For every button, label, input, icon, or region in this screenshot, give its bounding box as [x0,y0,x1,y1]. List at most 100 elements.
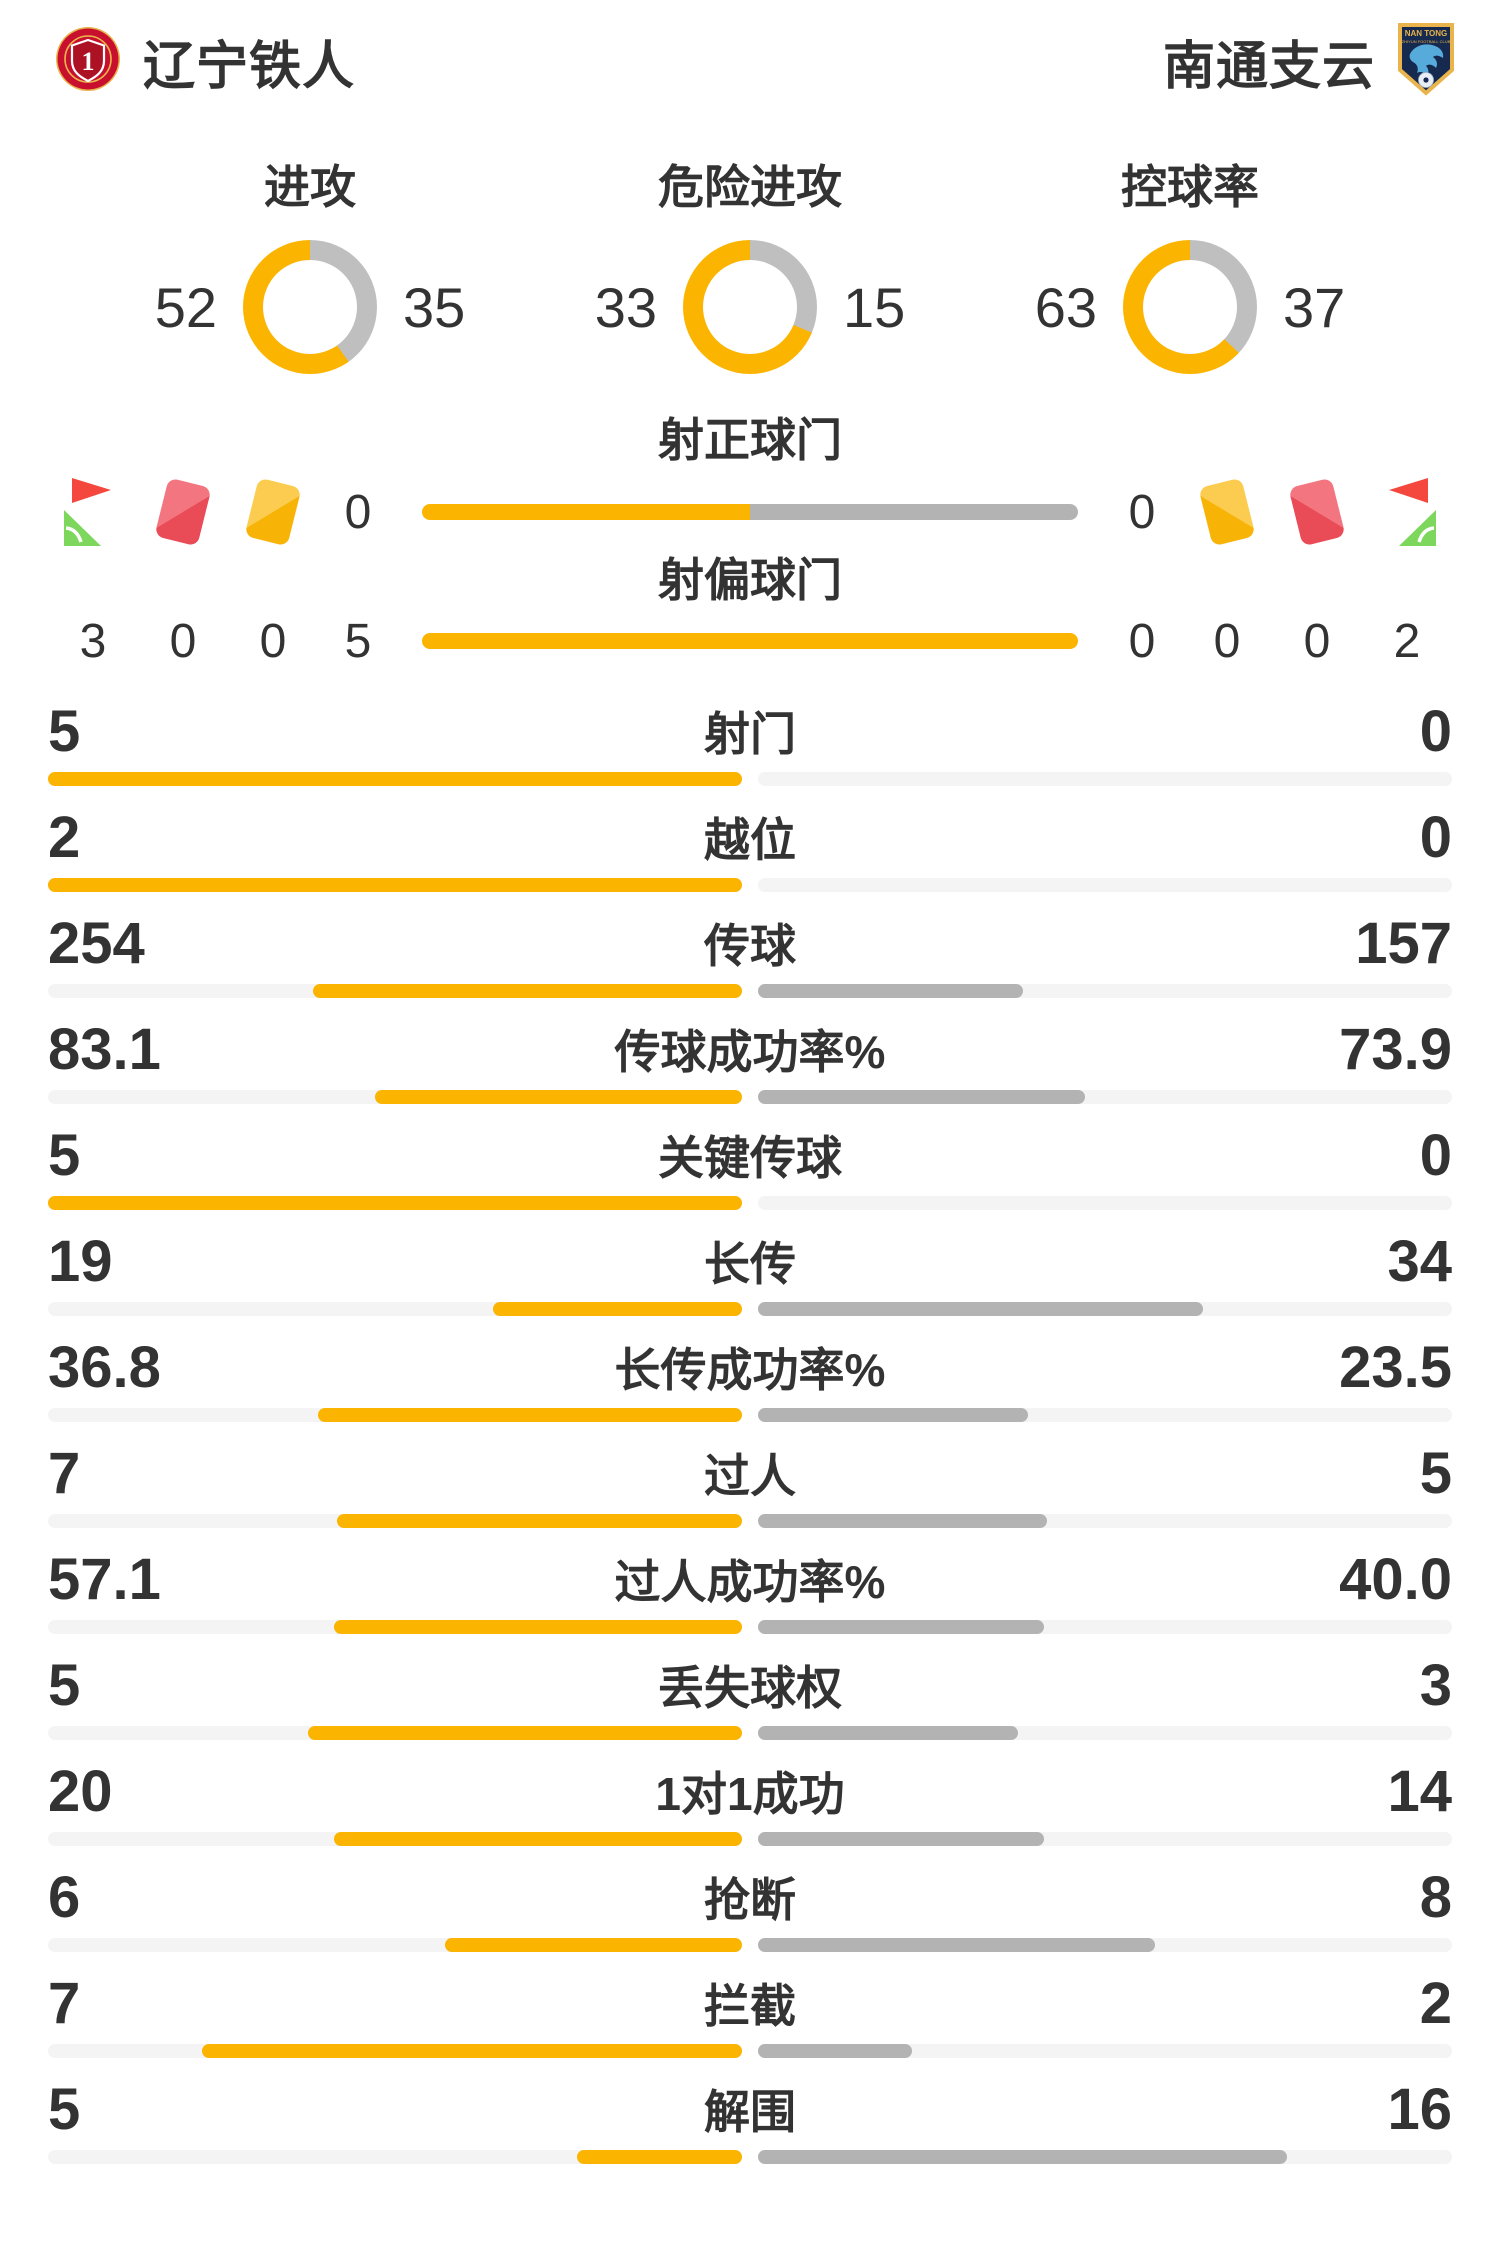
shots-on-target-home-value: 0 [344,485,372,539]
away-yellow-cards-count: 0 [1213,614,1241,668]
stat-bar-home-track [48,2150,742,2164]
stat-away-value: 0 [1419,1122,1452,1188]
stat-bar-home-track [48,1938,742,1952]
stat-bar-home-fill [333,1832,742,1846]
stat-home-value: 36.8 [48,1334,161,1400]
stat-away-value: 3 [1419,1652,1452,1718]
svg-text:1: 1 [82,47,95,76]
stat-home-value: 7 [48,1970,81,2036]
stat-bar-away-fill [758,984,1024,998]
donut-home-value: 52 [154,275,217,339]
stat-home-value: 57.1 [48,1546,161,1612]
stat-bar-home-track [48,772,742,786]
away-team: 南通支云 NAN TONG ZHIYUN FOOTBALL CLUB [1163,22,1455,101]
stat-bar-home-fill [308,1726,742,1740]
stat-label: 越位 [704,814,796,866]
shots-on-target-title: 射正球门 [658,414,842,466]
stat-bar-home-track [48,1620,742,1634]
stat-home-value: 254 [48,910,145,976]
stat-home-value: 5 [48,1122,81,1188]
stat-bar-home-track [48,878,742,892]
stat-home-value: 20 [48,1758,113,1824]
donut-group: 进攻 52 35 [90,160,530,374]
donut-group: 控球率 63 37 [970,160,1410,374]
shots-off-target-home-value: 5 [344,614,372,668]
stat-bar-away-track [758,772,1452,786]
cards-icons-row: 0 0 [48,472,1452,552]
shots-off-target-title: 射偏球门 [658,554,842,606]
stat-row: 5 关键传球 0 [0,1122,1500,1210]
stat-bar-away-fill [758,1408,1029,1422]
stat-bar-away-track [758,1408,1452,1422]
stat-row: 83.1 传球成功率% 73.9 [0,1016,1500,1104]
stat-row: 5 解围 16 [0,2076,1500,2164]
shots-section: 射正球门 0 0 [0,412,1500,670]
donut-hole [703,260,797,354]
stat-bar-home-track [48,1832,742,1846]
donut-group: 危险进攻 33 15 [530,160,970,374]
stat-bar-home-fill [202,2044,742,2058]
stat-label: 过人 [704,1450,796,1502]
shots-on-target-away-value: 0 [1128,485,1156,539]
home-yellow-cards-count: 0 [259,614,287,668]
donut-section: 进攻 52 35 危险进攻 33 15 控球率 63 37 [90,160,1410,374]
stat-bar-home-track [48,1302,742,1316]
stat-row: 6 抢断 8 [0,1864,1500,1952]
donut-chart [683,240,817,374]
stat-label: 关键传球 [658,1132,842,1184]
stat-bar-home-fill [576,2150,742,2164]
away-corners-count: 2 [1393,614,1421,668]
stat-home-value: 7 [48,1440,81,1506]
stat-bar-home-fill [48,772,742,786]
donut-title: 进攻 [264,161,356,213]
stat-away-value: 157 [1355,910,1452,976]
stat-bar [48,2044,1452,2058]
shots-off-target-bar [422,633,1078,649]
donut-chart [1123,240,1257,374]
stat-away-value: 5 [1419,1440,1452,1506]
stat-home-value: 2 [48,804,81,870]
stat-row: 2 越位 0 [0,804,1500,892]
stat-away-value: 8 [1419,1864,1452,1930]
home-corners-count: 3 [79,614,107,668]
home-team-name: 辽宁铁人 [143,37,356,96]
stat-bar-away-track [758,2044,1452,2058]
stat-home-value: 5 [48,2076,81,2142]
stat-bar-home-fill [493,1302,742,1316]
stat-away-value: 0 [1419,804,1452,870]
donut-away-value: 35 [403,275,466,339]
stat-row: 7 过人 5 [0,1440,1500,1528]
donut-chart [243,240,377,374]
away-red-cards-count: 0 [1303,614,1331,668]
stat-home-value: 83.1 [48,1016,161,1082]
stat-bar-away-track [758,1938,1452,1952]
stat-bar-away-fill [758,1726,1019,1740]
stat-bar-home-fill [374,1090,742,1104]
shots-off-target-away-value: 0 [1128,614,1156,668]
stat-bar-away-track [758,2150,1452,2164]
stat-bar-home-fill [48,1196,742,1210]
stat-bar [48,1408,1452,1422]
stat-bar-away-fill [758,1832,1044,1846]
stat-label: 过人成功率% [614,1556,886,1608]
stat-label: 抢断 [704,1874,796,1926]
donut-home-value: 33 [594,275,657,339]
stat-label: 传球成功率% [614,1026,886,1078]
stat-bar-away-track [758,1620,1452,1634]
stat-label: 传球 [704,920,796,972]
stat-bar [48,984,1452,998]
stat-bar-home-track [48,2044,742,2058]
stat-bar-away-fill [758,1302,1204,1316]
stat-bar-home-track [48,1196,742,1210]
stat-bar-away-fill [758,1090,1085,1104]
stat-row: 57.1 过人成功率% 40.0 [0,1546,1500,1634]
svg-text:NAN TONG: NAN TONG [1405,29,1448,38]
stat-label: 长传成功率% [614,1344,886,1396]
home-red-cards-count: 0 [169,614,197,668]
stat-bar-home-track [48,1408,742,1422]
stat-bar-away-track [758,1090,1452,1104]
stat-row: 5 丢失球权 3 [0,1652,1500,1740]
stat-row: 36.8 长传成功率% 23.5 [0,1334,1500,1422]
match-header: 1 辽宁铁人 南通支云 NAN TONG ZHIYUN FOOTBALL CLU… [0,0,1500,96]
home-team: 1 辽宁铁人 [55,24,355,99]
